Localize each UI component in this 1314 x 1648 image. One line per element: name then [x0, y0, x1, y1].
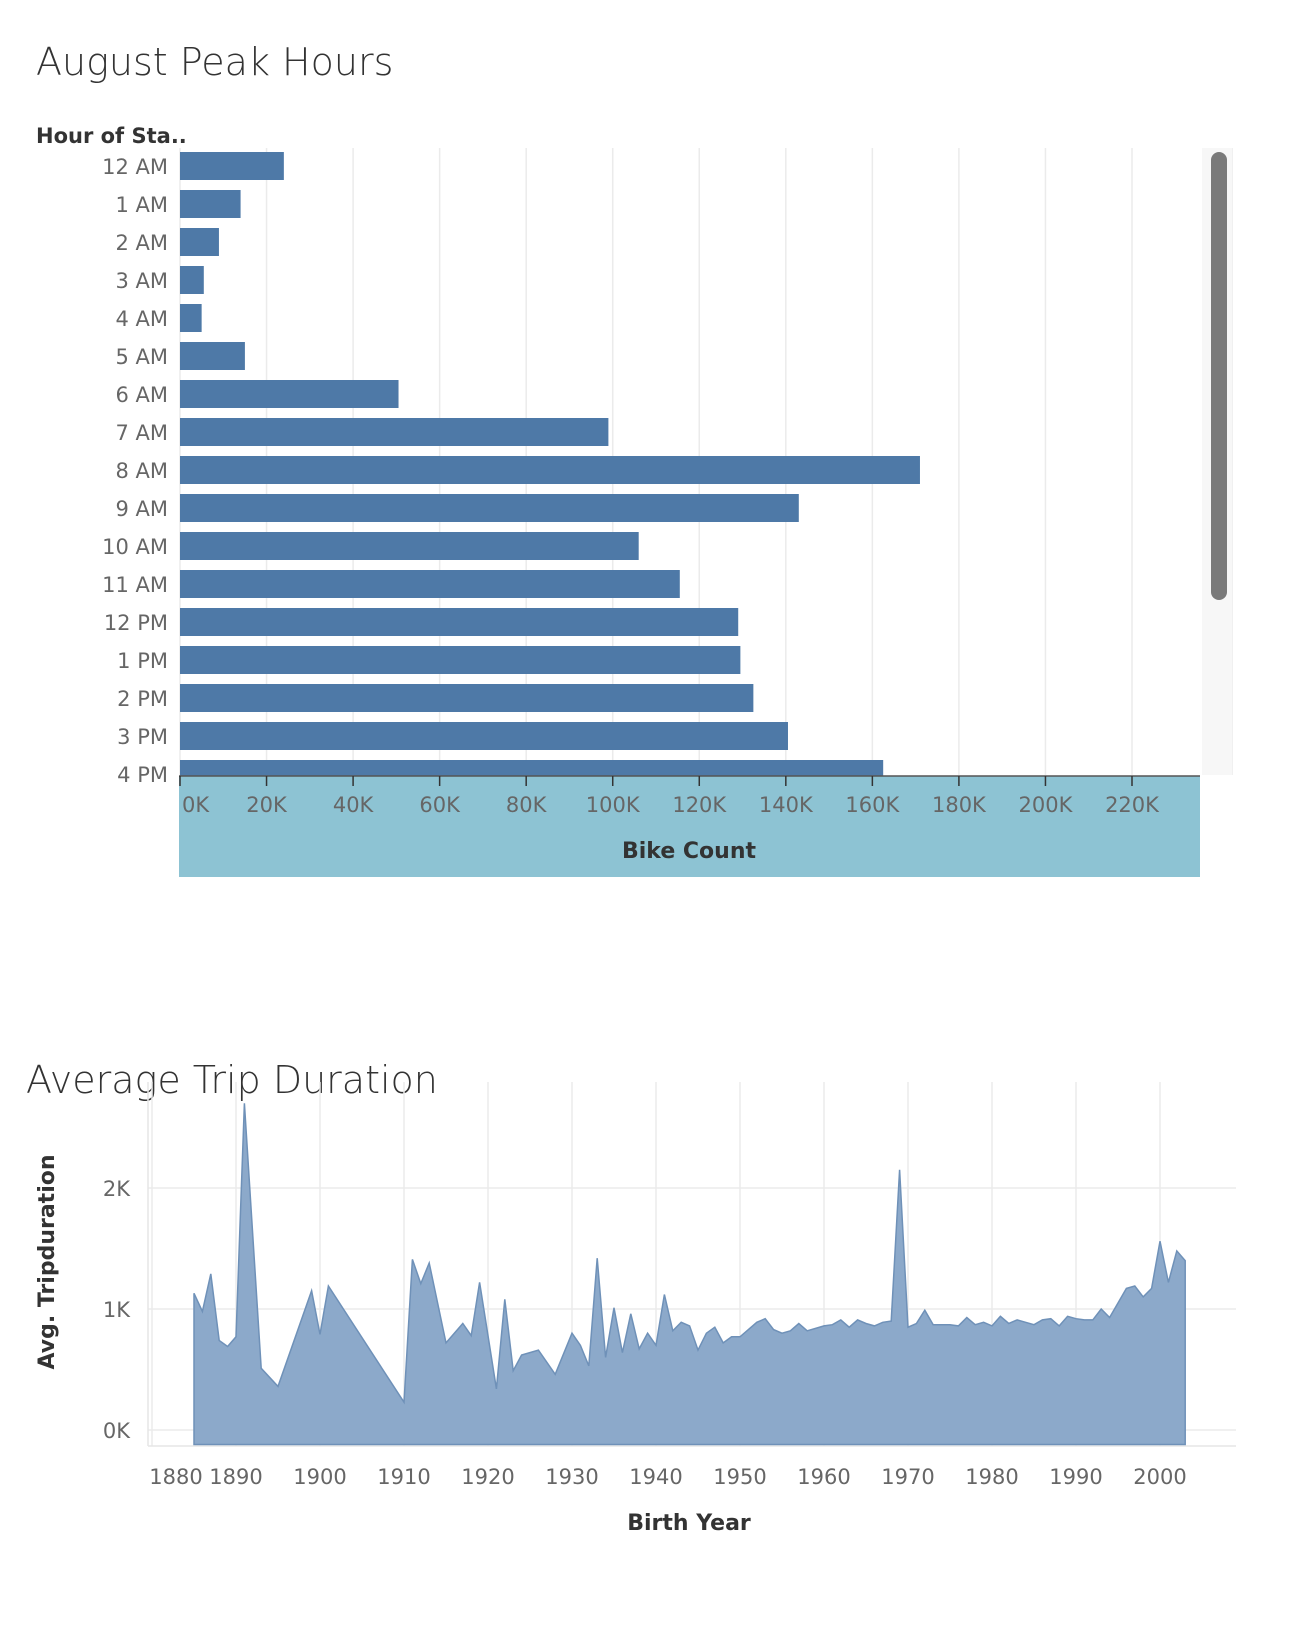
x-tick-label: 0K	[182, 793, 210, 817]
bar[interactable]	[180, 608, 739, 636]
category-label: 7 AM	[115, 421, 168, 445]
category-label: 10 AM	[102, 535, 168, 559]
category-label: 1 AM	[115, 193, 168, 217]
x-tick-label: 1910	[377, 1465, 430, 1489]
bar[interactable]	[180, 228, 219, 256]
category-label: 8 AM	[115, 459, 168, 483]
x-tick-label: 180K	[932, 793, 987, 817]
chart-title-trip-duration: Average Trip Duration	[26, 1058, 438, 1102]
category-label: 12 PM	[104, 611, 168, 635]
category-label: 9 AM	[115, 497, 168, 521]
bar[interactable]	[180, 722, 788, 750]
category-label: 2 PM	[117, 687, 168, 711]
x-tick-label: 2000	[1133, 1465, 1186, 1489]
bar[interactable]	[180, 418, 609, 446]
vertical-scrollbar[interactable]	[1202, 148, 1232, 775]
x-tick-label: 40K	[333, 793, 375, 817]
bar[interactable]	[180, 380, 399, 408]
x-tick-label: 140K	[759, 793, 814, 817]
x-tick-label: 60K	[419, 793, 461, 817]
bar[interactable]	[180, 684, 754, 712]
bar-plot-area[interactable]: 12 AM 1 AM 2 AM 3 AM 4 AM 5 AM 6 AM 7 AM 8 AM 9 A…	[102, 152, 920, 788]
x-tick-label: 1890	[209, 1465, 262, 1489]
x-tick-label: 1980	[965, 1465, 1018, 1489]
bar[interactable]	[180, 646, 741, 674]
x-tick-label: 1960	[797, 1465, 850, 1489]
scrollbar-thumb[interactable]	[1211, 152, 1227, 600]
bar-chart-peak-hours: 12 AM 1 AM 2 AM 3 AM 4 AM 5 AM 6 AM 7 AM 8 AM 9 A…	[102, 148, 1233, 877]
x-tick-label: 1950	[713, 1465, 766, 1489]
bar[interactable]	[180, 494, 799, 522]
bar[interactable]	[180, 342, 245, 370]
category-label: 1 PM	[117, 649, 168, 673]
x-tick-label: 1970	[881, 1465, 934, 1489]
chart-title-peak-hours: August Peak Hours	[36, 40, 394, 84]
x-tick-label: 1930	[545, 1465, 598, 1489]
x-tick-label: 1990	[1049, 1465, 1102, 1489]
axis-band-bg	[179, 776, 1200, 877]
row-header-label: Hour of Sta..	[36, 124, 187, 148]
y-tick-label: 2K	[103, 1177, 131, 1201]
area-series[interactable]	[193, 1103, 1186, 1446]
category-label: 12 AM	[102, 155, 168, 179]
bar[interactable]	[180, 570, 680, 598]
x-tick-label: 120K	[672, 793, 727, 817]
x-axis-title: Birth Year	[627, 1511, 751, 1536]
x-tick-label: 1900	[293, 1465, 346, 1489]
x-axis-title: Bike Count	[622, 839, 757, 864]
bar[interactable]	[180, 532, 639, 560]
bar[interactable]	[180, 266, 204, 294]
x-tick-label: 1880	[149, 1465, 202, 1489]
category-label: 3 AM	[115, 269, 168, 293]
x-axis-band	[179, 775, 1200, 877]
y-tick-label: 1K	[103, 1298, 131, 1322]
x-tick-label: 100K	[586, 793, 641, 817]
y-tick-label: 0K	[103, 1419, 131, 1443]
x-tick-label: 1940	[629, 1465, 682, 1489]
x-tick-label: 1920	[461, 1465, 514, 1489]
category-label: 4 AM	[115, 307, 168, 331]
x-tick-label: 220K	[1105, 793, 1160, 817]
bar[interactable]	[180, 304, 202, 332]
category-label: 6 AM	[115, 383, 168, 407]
y-axis-ticks: 0K 1K 2K	[103, 1177, 131, 1443]
bar[interactable]	[180, 190, 241, 218]
category-label: 3 PM	[117, 725, 168, 749]
bar[interactable]	[180, 152, 284, 180]
y-axis-title: Avg. Tripduration	[35, 1154, 60, 1369]
category-label: 2 AM	[115, 231, 168, 255]
category-label: 4 PM	[117, 763, 168, 787]
x-axis-ticks: 1880 1890 1900 1910 1920 1930 1940 1950 1960 1970…	[149, 1465, 1186, 1489]
bar[interactable]	[180, 456, 920, 484]
x-tick-label: 20K	[246, 793, 288, 817]
category-label: 11 AM	[102, 573, 168, 597]
x-tick-label: 200K	[1019, 793, 1074, 817]
category-label: 5 AM	[115, 345, 168, 369]
x-tick-label: 80K	[506, 793, 548, 817]
x-axis-ticks: 0K 20K 40K 60K 80K 100K 120K 140K 160K 180K 200K 22…	[179, 776, 1160, 817]
x-tick-label: 160K	[845, 793, 900, 817]
